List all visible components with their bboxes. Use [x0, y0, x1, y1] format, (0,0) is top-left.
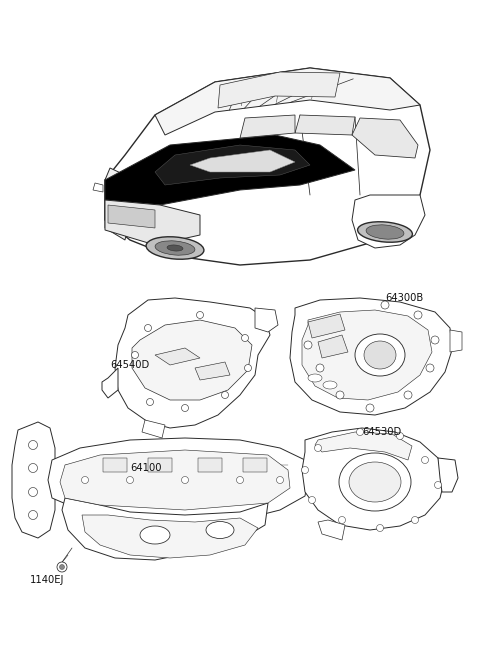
Circle shape	[221, 392, 228, 398]
Polygon shape	[195, 362, 230, 380]
Ellipse shape	[349, 462, 401, 502]
Polygon shape	[102, 368, 118, 398]
Polygon shape	[155, 68, 420, 135]
Polygon shape	[105, 200, 200, 245]
Polygon shape	[302, 428, 445, 530]
Circle shape	[421, 457, 429, 464]
Ellipse shape	[140, 526, 170, 544]
Polygon shape	[60, 450, 290, 510]
Polygon shape	[318, 335, 348, 358]
Circle shape	[28, 464, 37, 472]
Circle shape	[309, 497, 315, 504]
Polygon shape	[48, 438, 308, 524]
Text: 64300B: 64300B	[385, 293, 423, 303]
Circle shape	[426, 364, 434, 372]
Circle shape	[241, 335, 249, 342]
Polygon shape	[12, 422, 55, 538]
Polygon shape	[105, 68, 430, 265]
Circle shape	[396, 432, 404, 440]
Polygon shape	[148, 458, 172, 472]
Circle shape	[366, 404, 374, 412]
Polygon shape	[142, 420, 165, 438]
Polygon shape	[315, 432, 412, 460]
Polygon shape	[308, 314, 345, 338]
Circle shape	[314, 445, 322, 451]
Ellipse shape	[323, 381, 337, 389]
Polygon shape	[93, 183, 103, 192]
Circle shape	[28, 440, 37, 449]
Ellipse shape	[364, 341, 396, 369]
Polygon shape	[243, 458, 267, 472]
Polygon shape	[295, 115, 355, 135]
Text: 64100: 64100	[130, 463, 161, 473]
Text: 64530D: 64530D	[362, 427, 401, 437]
Circle shape	[357, 428, 363, 436]
Polygon shape	[103, 458, 127, 472]
Circle shape	[376, 525, 384, 531]
Circle shape	[60, 565, 64, 569]
Polygon shape	[155, 348, 200, 365]
Polygon shape	[352, 195, 425, 248]
Polygon shape	[108, 205, 155, 228]
Ellipse shape	[358, 222, 412, 242]
Polygon shape	[198, 458, 222, 472]
Circle shape	[196, 312, 204, 319]
Polygon shape	[105, 135, 355, 205]
Circle shape	[304, 341, 312, 349]
Ellipse shape	[146, 237, 204, 259]
Ellipse shape	[355, 334, 405, 376]
Polygon shape	[82, 515, 258, 558]
Circle shape	[276, 476, 284, 483]
Polygon shape	[352, 118, 418, 158]
Circle shape	[301, 466, 309, 474]
Polygon shape	[255, 308, 278, 332]
Circle shape	[338, 516, 346, 523]
Polygon shape	[290, 298, 452, 415]
Polygon shape	[190, 150, 295, 172]
Polygon shape	[438, 458, 458, 492]
Ellipse shape	[206, 522, 234, 539]
Polygon shape	[302, 310, 432, 400]
Circle shape	[132, 352, 139, 358]
Polygon shape	[218, 72, 340, 108]
Polygon shape	[240, 115, 295, 138]
Text: 1140EJ: 1140EJ	[30, 575, 64, 585]
Ellipse shape	[155, 241, 195, 255]
Ellipse shape	[339, 453, 411, 511]
Circle shape	[82, 476, 88, 483]
Circle shape	[431, 336, 439, 344]
Polygon shape	[115, 298, 270, 428]
Circle shape	[181, 476, 189, 483]
Ellipse shape	[366, 225, 404, 239]
Circle shape	[28, 487, 37, 497]
Circle shape	[144, 325, 152, 331]
Ellipse shape	[167, 245, 183, 251]
Polygon shape	[62, 498, 268, 560]
Polygon shape	[105, 168, 145, 240]
Circle shape	[404, 391, 412, 399]
Circle shape	[127, 476, 133, 483]
Circle shape	[181, 405, 189, 411]
Circle shape	[336, 391, 344, 399]
Polygon shape	[318, 520, 345, 540]
Circle shape	[28, 510, 37, 520]
Circle shape	[244, 365, 252, 371]
Circle shape	[57, 562, 67, 572]
Circle shape	[414, 311, 422, 319]
Circle shape	[381, 301, 389, 309]
Text: 64540D: 64540D	[110, 360, 149, 370]
Ellipse shape	[308, 374, 322, 382]
Circle shape	[411, 516, 419, 523]
Polygon shape	[155, 145, 310, 185]
Circle shape	[434, 482, 442, 489]
Circle shape	[237, 476, 243, 483]
Polygon shape	[132, 320, 252, 400]
Circle shape	[146, 398, 154, 405]
Circle shape	[316, 364, 324, 372]
Polygon shape	[450, 330, 462, 352]
